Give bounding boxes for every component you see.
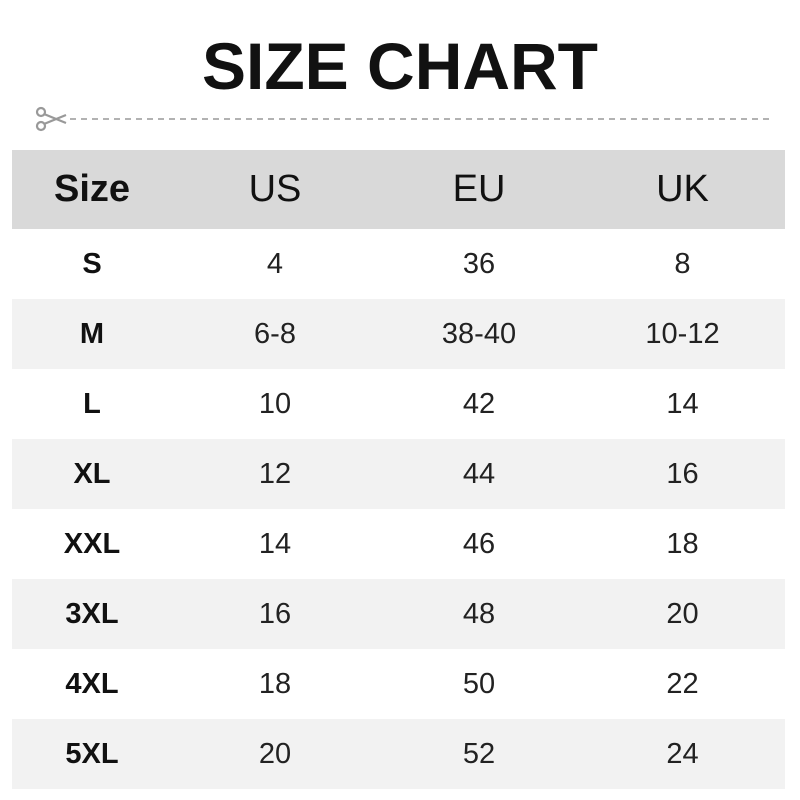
table-row: XXL 14 46 18 [12, 509, 785, 579]
header-cell: US [248, 168, 302, 210]
value-cell: 6-8 [254, 317, 296, 350]
size-cell: 5XL [65, 737, 119, 770]
page-title: SIZE CHART [202, 29, 598, 103]
value-cell: 12 [258, 457, 292, 490]
header-cell: EU [452, 168, 506, 210]
cut-line [35, 106, 769, 132]
value-cell: 18 [666, 527, 699, 560]
value-cell: 44 [462, 457, 496, 490]
table-row: M 6-8 38-40 10-12 [12, 299, 785, 369]
size-cell: 3XL [65, 597, 119, 630]
table-row: L 10 42 14 [12, 369, 785, 439]
table-row: 5XL 20 52 24 [12, 719, 785, 789]
value-cell: 22 [666, 667, 699, 700]
value-cell: 50 [462, 667, 496, 700]
size-cell: M [79, 317, 105, 350]
header-cell: Size [53, 168, 131, 210]
size-cell: L [83, 387, 101, 420]
table-row: 4XL 18 50 22 [12, 649, 785, 719]
value-cell: 38-40 [441, 317, 517, 350]
value-cell: 52 [462, 737, 496, 770]
value-cell: 18 [258, 667, 292, 700]
size-cell: XL [73, 457, 111, 490]
table-row: S 4 36 8 [12, 229, 785, 299]
value-cell: 10 [258, 387, 292, 420]
value-cell: 14 [258, 527, 292, 560]
value-cell: 14 [666, 387, 699, 420]
scissors-icon [35, 106, 67, 132]
value-cell: 20 [258, 737, 292, 770]
value-cell: 10-12 [645, 317, 720, 350]
value-cell: 20 [666, 597, 699, 630]
table-row: 3XL 16 48 20 [12, 579, 785, 649]
size-cell: 4XL [65, 667, 119, 700]
value-cell: 16 [258, 597, 292, 630]
header-cell: UK [656, 168, 709, 210]
value-cell: 8 [674, 247, 691, 280]
value-cell: 36 [462, 247, 496, 280]
value-cell: 46 [462, 527, 496, 560]
value-cell: 4 [266, 247, 284, 280]
value-cell: 42 [462, 387, 496, 420]
size-cell: S [82, 247, 102, 280]
size-cell: XXL [63, 527, 121, 560]
table-header: Size US EU UK [12, 150, 785, 229]
size-table: Size US EU UK S 4 36 8 M 6-8 38-40 10-12 L 10 42 14… [12, 150, 785, 789]
table-row: XL 12 44 16 [12, 439, 785, 509]
value-cell: 16 [666, 457, 699, 490]
value-cell: 24 [666, 737, 699, 770]
value-cell: 48 [462, 597, 496, 630]
